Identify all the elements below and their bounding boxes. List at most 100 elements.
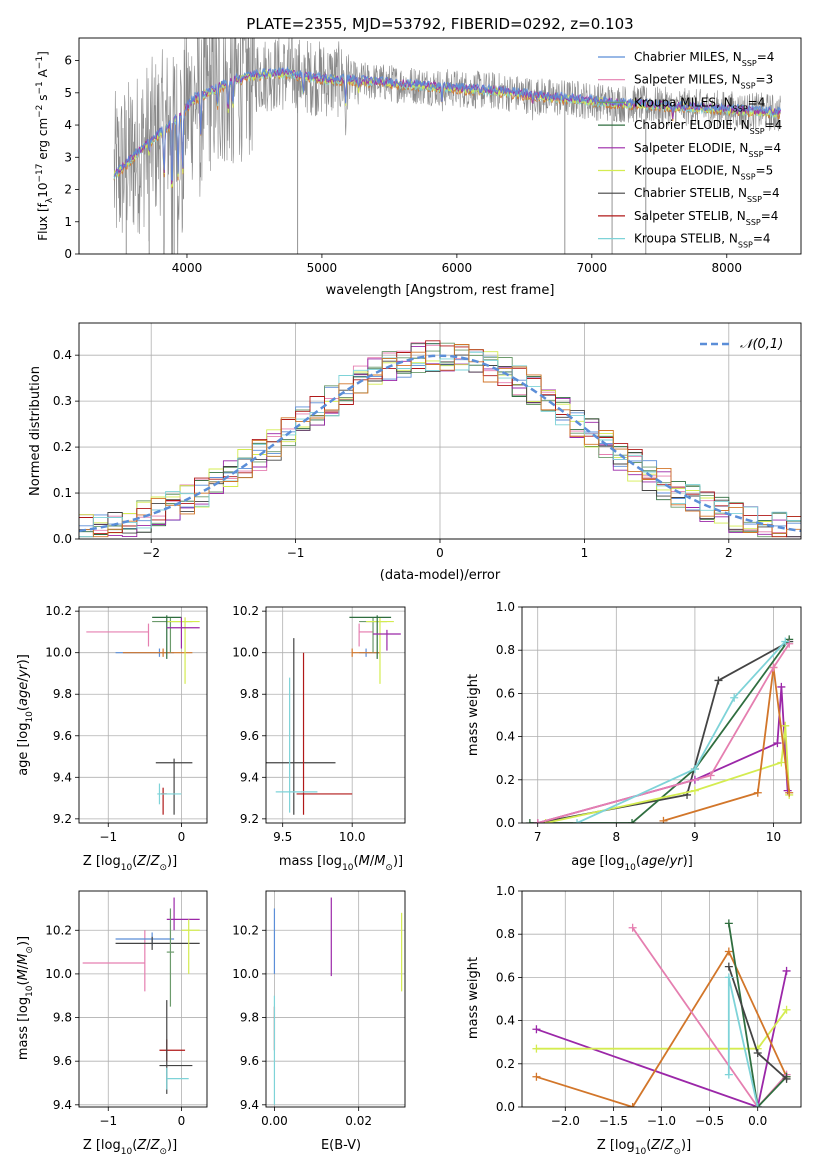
y-tick-label: 0.2 <box>53 440 72 454</box>
residuals-marks <box>79 340 801 538</box>
spectrum-panel: PLATE=2355, MJD=53792, FIBERID=0292, z=0… <box>35 15 802 298</box>
y-tick-label: 10.2 <box>45 604 72 618</box>
x-tick-label: 9 <box>691 830 699 844</box>
mass-vs-z-marks <box>82 897 200 1094</box>
y-tick-label: 0.3 <box>53 394 72 408</box>
y-tick-label: 0.8 <box>496 643 515 657</box>
x-tick-label: −1 <box>287 546 305 560</box>
y-tick-label: 9.6 <box>53 729 72 743</box>
y-tick-label: 9.6 <box>240 1054 259 1068</box>
legend-label-suffix: =4 <box>753 232 771 246</box>
residuals-legend: 𝒩(0,1) <box>700 337 783 352</box>
x-tick-label: −1.0 <box>647 1114 676 1128</box>
y-tick-label: 10.0 <box>45 967 72 981</box>
age-vs-mass-marks <box>266 615 401 815</box>
legend-label-sub: SSP <box>746 217 761 226</box>
legend-label-suffix: =4 <box>763 141 781 155</box>
y-tick-label: 9.2 <box>240 812 259 826</box>
age-vs-mass-axes: 9.5 10.0 9.2 9.4 9.6 9.8 10.0 10.2 <box>232 604 406 844</box>
massweight-vs-z-plot-area: −2.0 −1.5 −1.0 −0.5 0.0 0.0 0.2 0.4 0.6 0.8 1.0 <box>496 884 802 1128</box>
legend-label-suffix: =4 <box>761 209 779 223</box>
legend-label-sub: SSP <box>742 59 757 68</box>
massweight-point-marker <box>782 1005 791 1014</box>
y-tick-label: 1 <box>64 215 72 229</box>
legend-label-suffix: =3 <box>756 73 774 87</box>
axes-frame <box>521 890 802 1108</box>
age-vs-z-plot-area: −1 0 9.2 9.4 9.6 9.8 10.0 10.2 <box>45 604 208 844</box>
massweight-point-marker <box>777 682 786 691</box>
y-tick-label: 0.6 <box>496 970 515 984</box>
y-tick-label: 0.2 <box>496 1057 515 1071</box>
massweight-point-marker <box>781 721 790 730</box>
x-tick-label: 10 <box>766 830 781 844</box>
axes-frame <box>78 37 802 255</box>
x-tick-label: −2 <box>142 546 160 560</box>
massweight-point-marker <box>753 1049 762 1057</box>
mass-vs-ebv-marks <box>273 897 403 1105</box>
legend-label-sub: SSP <box>741 172 756 181</box>
gaussian-curve <box>79 354 801 533</box>
massweight-vs-age-panel: 7 8 9 10 0.0 0.2 0.4 0.6 0.8 1.0 age [log10(age/y… <box>466 600 802 873</box>
age-vs-z-axes: −1 0 9.2 9.4 9.6 9.8 10.0 10.2 <box>45 604 208 844</box>
spectrum-marks <box>113 38 781 254</box>
x-tick-label: −1 <box>99 1114 117 1128</box>
massweight-point-marker <box>533 819 542 823</box>
x-tick-label: 6000 <box>442 261 473 275</box>
y-tick-label: 9.8 <box>240 1011 259 1025</box>
legend-label-suffix: =4 <box>765 118 783 132</box>
y-tick-label: 9.6 <box>53 1054 72 1068</box>
spectrum-legend: Chabrier MILES, NSSP=4 Salpeter MILES, NS… <box>598 50 782 249</box>
massweight-point-marker <box>690 786 699 795</box>
massweight-series-line <box>576 640 786 823</box>
massweight-vs-age-marks <box>525 635 794 823</box>
massweight-point-marker <box>724 919 733 928</box>
massweight-point-marker <box>690 765 699 773</box>
age-vs-mass-plot-area: 9.5 10.0 9.2 9.4 9.6 9.8 10.0 10.2 <box>232 604 406 844</box>
massweight-series-line <box>663 667 791 822</box>
massweight-point-marker <box>753 1103 762 1107</box>
axes-frame <box>78 606 208 824</box>
y-tick-label: 0.1 <box>53 486 72 500</box>
x-tick-label: 9.5 <box>273 830 292 844</box>
x-tick-label: 7000 <box>577 261 608 275</box>
y-tick-label: 9.8 <box>53 687 72 701</box>
legend-label-suffix: =4 <box>748 95 766 109</box>
y-tick-label: 10.0 <box>45 646 72 660</box>
massweight-series-line <box>536 970 788 1107</box>
legend-label: Salpeter STELIB, NSSP=4 <box>634 209 778 227</box>
x-tick-label: 0.00 <box>261 1114 288 1128</box>
x-tick-label: 10.0 <box>339 830 366 844</box>
spectrum-title: PLATE=2355, MJD=53792, FIBERID=0292, z=0… <box>246 15 633 33</box>
x-tick-label: 0 <box>436 546 444 560</box>
mass-vs-z-panel: −1 0 9.4 9.6 9.8 10.0 10.2 Z [log10(Z/Z⊙)] mas… <box>16 890 208 1157</box>
mass-vs-z-axes: −1 0 9.4 9.6 9.8 10.0 10.2 <box>45 890 208 1128</box>
age-vs-mass-xlabel: mass [log10(M/M⊙)] <box>279 854 403 873</box>
x-tick-label: 0 <box>178 830 186 844</box>
axes-frame <box>521 606 802 824</box>
massweight-point-marker <box>724 962 733 971</box>
y-tick-label: 0.4 <box>53 348 72 362</box>
legend-label-sub: SSP <box>748 149 763 158</box>
x-tick-label: 2 <box>725 546 733 560</box>
massweight-point-marker <box>785 788 794 797</box>
age-vs-mass-panel: 9.5 10.0 9.2 9.4 9.6 9.8 10.0 10.2 mass [log10(… <box>232 604 406 873</box>
massweight-vs-age-xlabel: age [log10(age/yr)] <box>571 854 693 873</box>
legend-label: Salpeter MILES, NSSP=3 <box>634 73 773 91</box>
legend-label: Kroupa MILES, NSSP=4 <box>634 95 765 113</box>
age-vs-z-panel: −1 09.29.49.69.810.010.2 Z [log10(Z/Z⊙)] … <box>16 604 208 873</box>
massweight-series-line <box>536 949 788 1107</box>
x-tick-label: −0.5 <box>695 1114 724 1128</box>
spectrum-ylabel: Flux [fλ10−17 erg cm−2 s−1 A−1] <box>35 51 55 241</box>
y-tick-label: 9.4 <box>53 770 72 784</box>
y-tick-label: 9.4 <box>240 770 259 784</box>
massweight-point-marker <box>706 771 715 780</box>
massweight-vs-age-plot-area: 7 8 9 10 0.0 0.2 0.4 0.6 0.8 1.0 <box>496 600 802 844</box>
massweight-point-marker <box>724 947 733 956</box>
y-tick-label: 10.2 <box>45 923 72 937</box>
massweight-vs-z-ylabel: mass weight <box>466 957 481 1039</box>
age-vs-z-ylabel: age [log10(age/yr)] <box>16 654 35 776</box>
y-tick-label: 9.2 <box>53 812 72 826</box>
legend-label-sub: SSP <box>747 195 762 204</box>
massweight-point-marker <box>777 758 786 767</box>
y-tick-label: 1.0 <box>496 884 515 898</box>
